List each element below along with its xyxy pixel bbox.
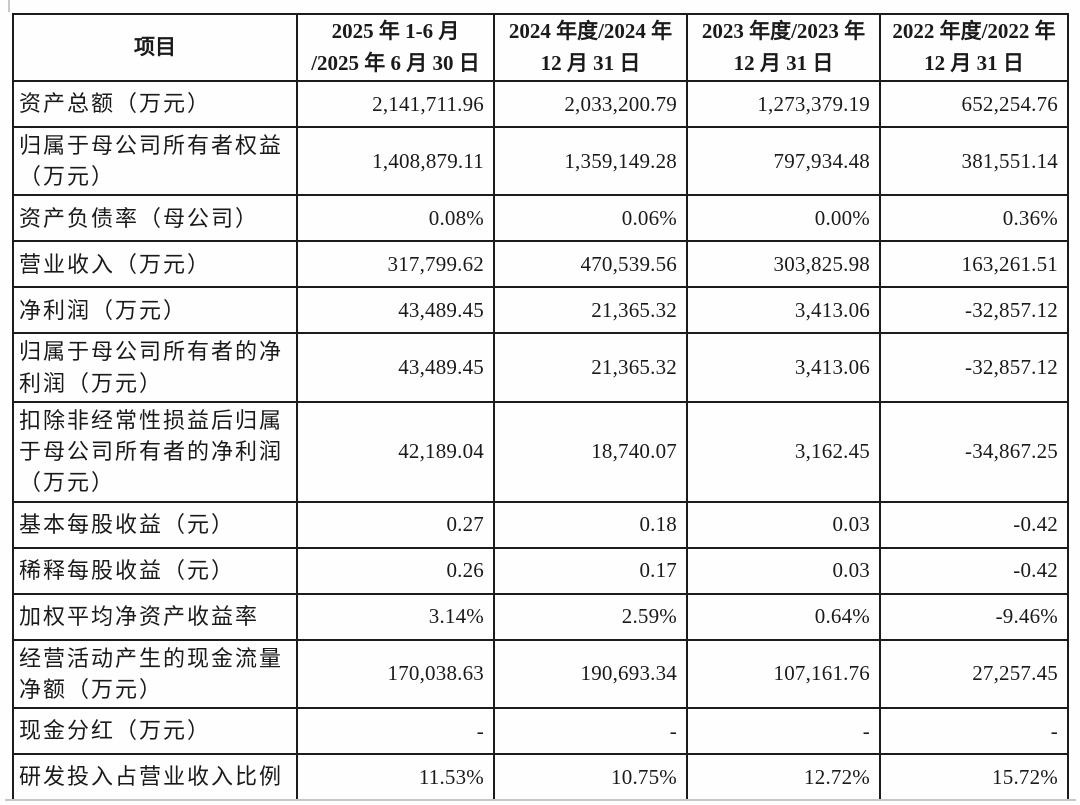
cell-value: 0.64% [686, 592, 881, 641]
header-row: 项目 2025 年 1-6 月 /2025 年 6 月 30 日 2024 年度… [12, 13, 1069, 82]
cell-value: 2.59% [493, 592, 688, 641]
cell-value: 0.27 [296, 500, 495, 549]
cell-value: 42,189.04 [296, 400, 495, 503]
cell-value: 1,359,149.28 [493, 125, 688, 197]
cell-value: 12.72% [686, 753, 881, 802]
cell-value: 797,934.48 [686, 125, 881, 197]
table-body: 资产总额（万元） 2,141,711.96 2,033,200.79 1,273,37… [12, 80, 1069, 802]
cell-value: 3,162.45 [686, 400, 881, 503]
cell-value: 163,261.51 [879, 240, 1069, 289]
cell-value: 43,489.45 [296, 286, 495, 335]
scan-artifact-line [5, 799, 1076, 801]
cell-value: 0.03 [686, 546, 881, 595]
cell-value: - [879, 707, 1069, 756]
cell-value: -32,857.12 [879, 286, 1069, 335]
cell-value: 0.00% [686, 194, 881, 243]
col-header-item-label: 项目 [134, 34, 176, 59]
table-row: 现金分红（万元） - - - - [12, 707, 1069, 756]
col-header-period-2023: 2023 年度/2023 年 12 月 31 日 [686, 13, 881, 82]
table-header: 项目 2025 年 1-6 月 /2025 年 6 月 30 日 2024 年度… [12, 13, 1069, 82]
cell-value: 303,825.98 [686, 240, 881, 289]
row-label: 资产负债率（母公司） [12, 194, 298, 243]
table-row: 稀释每股收益（元） 0.26 0.17 0.03 -0.42 [12, 546, 1069, 595]
cell-value: -9.46% [879, 592, 1069, 641]
row-label: 归属于母公司所有者的净利润（万元） [12, 332, 298, 403]
row-label: 研发投入占营业收入比例 [12, 753, 298, 802]
row-label: 加权平均净资产收益率 [12, 592, 298, 641]
table-row: 资产负债率（母公司） 0.08% 0.06% 0.00% 0.36% [12, 194, 1069, 243]
cell-value: 21,365.32 [493, 332, 688, 403]
cell-value: 1,273,379.19 [686, 80, 881, 128]
row-label: 经营活动产生的现金流量净额（万元） [12, 638, 298, 710]
cell-value: 0.26 [296, 546, 495, 595]
cell-value: 27,257.45 [879, 638, 1069, 710]
cell-value: 190,693.34 [493, 638, 688, 710]
cell-value: 381,551.14 [879, 125, 1069, 197]
table-row: 研发投入占营业收入比例 11.53% 10.75% 12.72% 15.72% [12, 753, 1069, 802]
cell-value: 3.14% [296, 592, 495, 641]
cell-value: 2,141,711.96 [296, 80, 495, 128]
table-row: 扣除非经常性损益后归属于母公司所有者的净利润（万元） 42,189.04 18,74… [12, 400, 1069, 503]
cell-value: - [686, 707, 881, 756]
cell-value: 1,408,879.11 [296, 125, 495, 197]
financial-summary-table: 项目 2025 年 1-6 月 /2025 年 6 月 30 日 2024 年度… [12, 13, 1069, 802]
cell-value: 652,254.76 [879, 80, 1069, 128]
row-label: 净利润（万元） [12, 286, 298, 335]
cell-value: - [296, 707, 495, 756]
cell-value: 170,038.63 [296, 638, 495, 710]
cell-value: 470,539.56 [493, 240, 688, 289]
cell-value: 0.03 [686, 500, 881, 549]
col-header-period-2022: 2022 年度/2022 年 12 月 31 日 [879, 13, 1069, 82]
cell-value: -0.42 [879, 500, 1069, 549]
cell-value: 43,489.45 [296, 332, 495, 403]
cell-value: 0.17 [493, 546, 688, 595]
table-row: 归属于母公司所有者的净利润（万元） 43,489.45 21,365.32 3,413… [12, 332, 1069, 403]
row-label: 营业收入（万元） [12, 240, 298, 289]
cell-value: - [493, 707, 688, 756]
table-row: 净利润（万元） 43,489.45 21,365.32 3,413.06 -32,857… [12, 286, 1069, 335]
cell-value: 3,413.06 [686, 286, 881, 335]
cell-value: 2,033,200.79 [493, 80, 688, 128]
cell-value: 0.08% [296, 194, 495, 243]
cell-value: -32,857.12 [879, 332, 1069, 403]
scan-artifact-line [8, 0, 10, 12]
table-row: 基本每股收益（元） 0.27 0.18 0.03 -0.42 [12, 500, 1069, 549]
cell-value: 11.53% [296, 753, 495, 802]
cell-value: 0.18 [493, 500, 688, 549]
row-label: 现金分红（万元） [12, 707, 298, 756]
table-row: 资产总额（万元） 2,141,711.96 2,033,200.79 1,273,37… [12, 80, 1069, 128]
cell-value: 317,799.62 [296, 240, 495, 289]
cell-value: 0.36% [879, 194, 1069, 243]
cell-value: 21,365.32 [493, 286, 688, 335]
cell-value: -0.42 [879, 546, 1069, 595]
cell-value: 10.75% [493, 753, 688, 802]
row-label: 基本每股收益（元） [12, 500, 298, 549]
row-label: 资产总额（万元） [12, 80, 298, 128]
table-row: 营业收入（万元） 317,799.62 470,539.56 303,825.98 16… [12, 240, 1069, 289]
cell-value: 15.72% [879, 753, 1069, 802]
col-header-period-2024: 2024 年度/2024 年 12 月 31 日 [493, 13, 688, 82]
table-row: 经营活动产生的现金流量净额（万元） 170,038.63 190,693.34 107… [12, 638, 1069, 710]
table-row: 加权平均净资产收益率 3.14% 2.59% 0.64% -9.46% [12, 592, 1069, 641]
table-row: 归属于母公司所有者权益（万元） 1,408,879.11 1,359,149.28 7… [12, 125, 1069, 197]
cell-value: -34,867.25 [879, 400, 1069, 503]
col-header-item: 项目 [12, 13, 298, 82]
row-label: 归属于母公司所有者权益（万元） [12, 125, 298, 197]
cell-value: 3,413.06 [686, 332, 881, 403]
row-label: 稀释每股收益（元） [12, 546, 298, 595]
col-header-period-2025: 2025 年 1-6 月 /2025 年 6 月 30 日 [296, 13, 495, 82]
cell-value: 107,161.76 [686, 638, 881, 710]
row-label: 扣除非经常性损益后归属于母公司所有者的净利润（万元） [12, 400, 298, 503]
cell-value: 18,740.07 [493, 400, 688, 503]
cell-value: 0.06% [493, 194, 688, 243]
